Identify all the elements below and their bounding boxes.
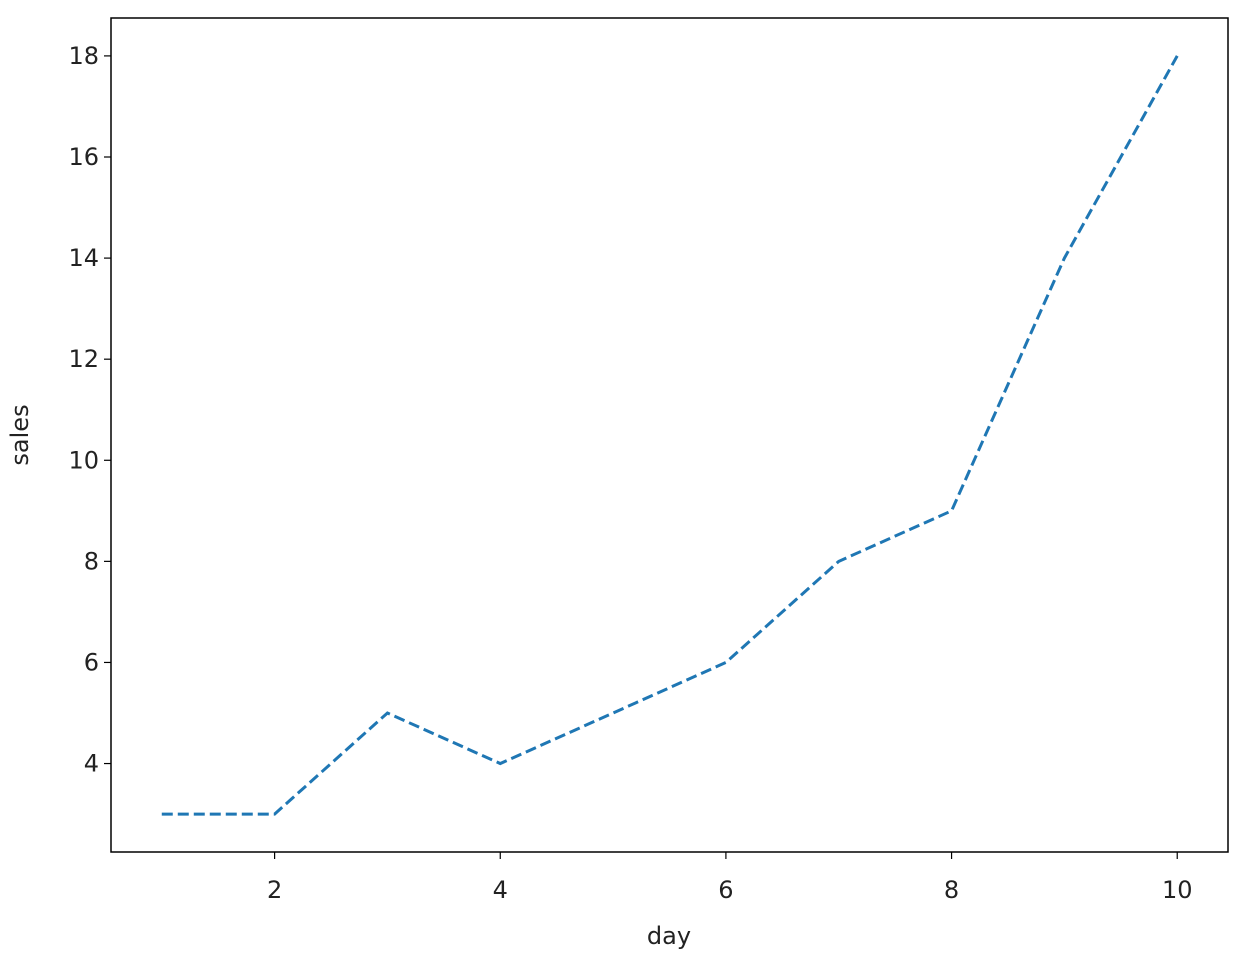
y-tick-label: 14 [68,244,99,272]
y-tick-label: 18 [68,42,99,70]
plot-frame [110,17,1229,853]
x-axis-label: day [647,922,691,950]
y-axis-label: sales [6,404,34,465]
y-tick-label: 12 [68,345,99,373]
y-tick-label: 8 [84,547,99,575]
y-tick-label: 16 [68,143,99,171]
x-tick-label: 8 [944,876,959,904]
y-tick-label: 10 [68,446,99,474]
line [161,55,1179,816]
x-tick-label: 6 [718,876,733,904]
y-tick-label: 4 [84,750,99,778]
x-tick-label: 2 [267,876,282,904]
x-tick-label: 4 [493,876,508,904]
x-tick-label: 10 [1162,876,1193,904]
y-tick-label: 6 [84,648,99,676]
